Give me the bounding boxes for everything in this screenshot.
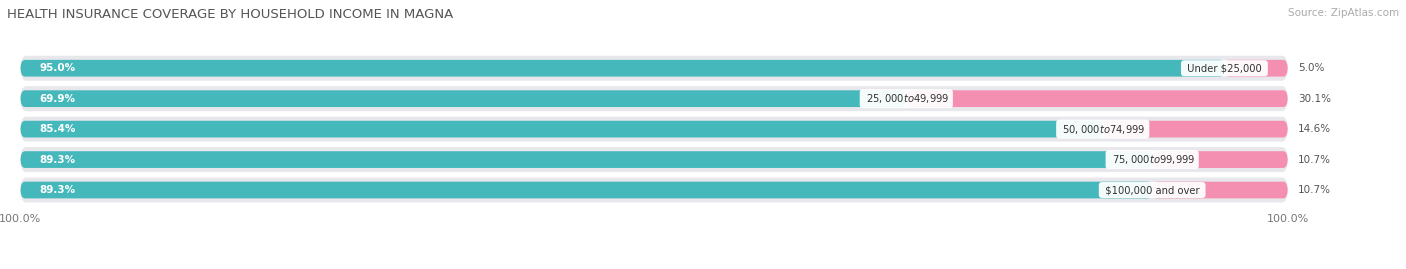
Text: $75,000 to $99,999: $75,000 to $99,999: [1108, 153, 1195, 166]
FancyBboxPatch shape: [21, 151, 1152, 168]
FancyBboxPatch shape: [1152, 151, 1288, 168]
FancyBboxPatch shape: [1102, 121, 1288, 137]
Text: 85.4%: 85.4%: [39, 124, 76, 134]
FancyBboxPatch shape: [1152, 182, 1288, 199]
Text: $100,000 and over: $100,000 and over: [1102, 185, 1202, 195]
Text: 5.0%: 5.0%: [1298, 63, 1324, 73]
FancyBboxPatch shape: [21, 147, 1288, 172]
FancyBboxPatch shape: [21, 117, 1288, 141]
FancyBboxPatch shape: [21, 56, 1288, 81]
FancyBboxPatch shape: [1225, 60, 1288, 77]
FancyBboxPatch shape: [21, 86, 1288, 111]
Text: HEALTH INSURANCE COVERAGE BY HOUSEHOLD INCOME IN MAGNA: HEALTH INSURANCE COVERAGE BY HOUSEHOLD I…: [7, 8, 453, 21]
Text: 10.7%: 10.7%: [1298, 185, 1331, 195]
Text: $50,000 to $74,999: $50,000 to $74,999: [1059, 123, 1146, 136]
FancyBboxPatch shape: [21, 178, 1288, 203]
FancyBboxPatch shape: [907, 90, 1288, 107]
FancyBboxPatch shape: [21, 60, 1225, 77]
FancyBboxPatch shape: [21, 90, 907, 107]
Text: 95.0%: 95.0%: [39, 63, 76, 73]
Text: 89.3%: 89.3%: [39, 155, 76, 165]
Text: $25,000 to $49,999: $25,000 to $49,999: [863, 92, 950, 105]
Text: 14.6%: 14.6%: [1298, 124, 1331, 134]
Text: 10.7%: 10.7%: [1298, 155, 1331, 165]
Text: Source: ZipAtlas.com: Source: ZipAtlas.com: [1288, 8, 1399, 18]
FancyBboxPatch shape: [21, 121, 1102, 137]
Legend: With Coverage, Without Coverage: With Coverage, Without Coverage: [470, 266, 718, 269]
Text: 89.3%: 89.3%: [39, 185, 76, 195]
Text: 30.1%: 30.1%: [1298, 94, 1331, 104]
Text: 69.9%: 69.9%: [39, 94, 76, 104]
FancyBboxPatch shape: [21, 182, 1152, 199]
Text: Under $25,000: Under $25,000: [1184, 63, 1265, 73]
